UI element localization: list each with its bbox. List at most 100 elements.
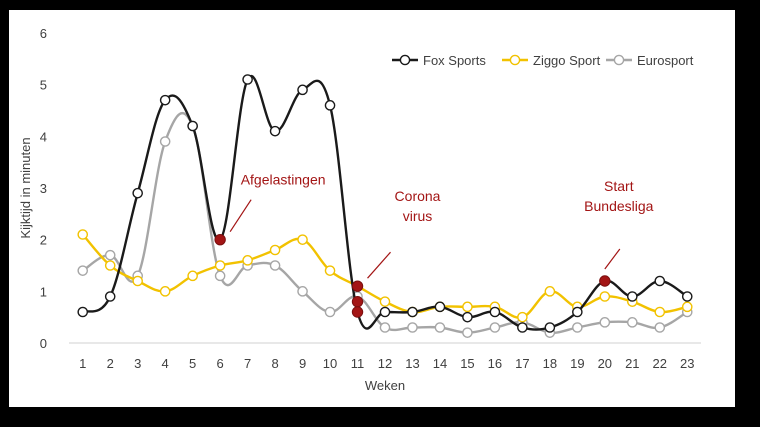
x-tick-label: 16 [488,356,502,371]
highlight-point [599,275,611,287]
highlight-point [351,280,364,292]
data-point-eurosport [434,322,446,333]
data-point-fox-sports [104,291,116,302]
x-tick-label: 13 [405,356,419,371]
x-tick-label: 2 [107,356,114,371]
data-point-fox-sports [242,74,253,85]
highlight-point [351,295,364,308]
chart-panel: 0 1 2 3 4 5 6 1 2 3 4 5 6 7 8 9 10 11 12 13 14 15 16 17 18 19 20 21… [9,10,735,407]
data-point-fox-sports [572,306,583,318]
data-point-fox-sports [489,306,501,318]
y-tick-label: 2 [40,233,47,248]
data-point-fox-sports [627,291,638,302]
y-tick-label: 1 [40,284,47,299]
x-tick-label: 3 [134,356,141,371]
data-point-ziggo-sport [269,244,281,256]
data-point-eurosport [572,322,583,333]
x-tick-label: 4 [162,356,169,371]
data-point-eurosport [489,322,501,333]
data-point-eurosport [159,136,171,147]
x-tick-label: 20 [598,356,612,371]
data-point-fox-sports [407,306,418,318]
data-point-ziggo-sport [159,286,171,297]
data-point-fox-sports [269,125,281,137]
data-point-fox-sports [297,84,308,96]
highlight-point [351,306,364,318]
data-point-eurosport [269,260,281,271]
highlight-point [214,233,226,246]
x-tick-label: 10 [323,356,337,371]
annotation-text: virus [403,208,433,224]
data-point-ziggo-sport [132,275,143,287]
legend-label-fox-sports: Fox Sports [423,53,486,68]
data-point-fox-sports [517,322,528,333]
x-tick-label: 15 [460,356,474,371]
x-tick-label: 11 [351,356,365,371]
data-point-ziggo-sport [681,301,693,313]
data-point-fox-sports [132,187,143,199]
annotation-pointer [604,248,621,270]
data-point-fox-sports [654,275,666,287]
data-point-fox-sports [681,291,693,302]
data-point-ziggo-sport [544,286,556,297]
data-point-eurosport [462,327,473,338]
x-tick-label: 6 [217,356,224,371]
data-point-fox-sports [159,94,171,106]
data-point-ziggo-sport [517,311,528,323]
annotation-pointer [229,199,252,232]
x-tick-label: 1 [79,356,86,371]
legend-label-ziggo-sport: Ziggo Sport [533,53,601,68]
x-tick-label: 23 [680,356,694,371]
legend-label-eurosport: Eurosport [637,53,694,68]
data-point-ziggo-sport [379,296,391,307]
data-point-ziggo-sport [654,306,666,318]
data-point-ziggo-sport [104,260,116,271]
y-tick-label: 3 [40,181,47,196]
data-point-ziggo-sport [242,255,253,266]
legend-marker-eurosport [613,54,625,66]
data-point-eurosport [654,322,666,333]
data-point-ziggo-sport [77,229,89,240]
x-tick-label: 8 [271,356,278,371]
x-tick-label: 5 [189,356,196,371]
y-tick-label: 6 [40,26,47,41]
data-point-fox-sports [544,322,556,333]
x-tick-label: 12 [378,356,392,371]
data-point-ziggo-sport [214,260,226,271]
data-point-ziggo-sport [187,270,198,282]
annotation-pointer [367,251,391,279]
x-tick-label: 18 [543,356,557,371]
data-point-eurosport [627,317,638,328]
x-tick-label: 21 [625,356,639,371]
data-point-fox-sports [462,311,473,323]
x-tick-label: 19 [570,356,584,371]
data-point-eurosport [77,265,89,276]
annotation-text: Bundesliga [584,198,653,214]
y-tick-label: 5 [40,78,47,93]
data-point-eurosport [104,249,116,261]
data-point-fox-sports [187,120,198,132]
y-tick-label: 4 [40,129,47,144]
y-axis-title: Kijktijd in minuten [18,137,33,238]
legend-marker-fox-sports [399,54,411,66]
x-axis-title: Weken [365,378,405,393]
data-point-eurosport [407,322,418,333]
x-tick-label: 17 [515,356,529,371]
data-point-fox-sports [379,306,391,318]
data-point-eurosport [379,322,391,333]
x-tick-label: 7 [244,356,251,371]
data-point-fox-sports [324,100,336,111]
y-tick-label: 0 [40,336,47,351]
legend-marker-ziggo-sport [509,54,521,66]
data-point-eurosport [297,286,308,297]
data-point-ziggo-sport [599,291,611,302]
data-point-ziggo-sport [297,234,308,245]
data-point-fox-sports [434,301,446,313]
data-point-eurosport [599,317,611,328]
data-point-fox-sports [77,306,89,318]
data-point-ziggo-sport [462,301,473,313]
annotation-text: Afgelastingen [241,172,326,188]
data-point-eurosport [324,306,336,318]
x-tick-label: 22 [653,356,667,371]
